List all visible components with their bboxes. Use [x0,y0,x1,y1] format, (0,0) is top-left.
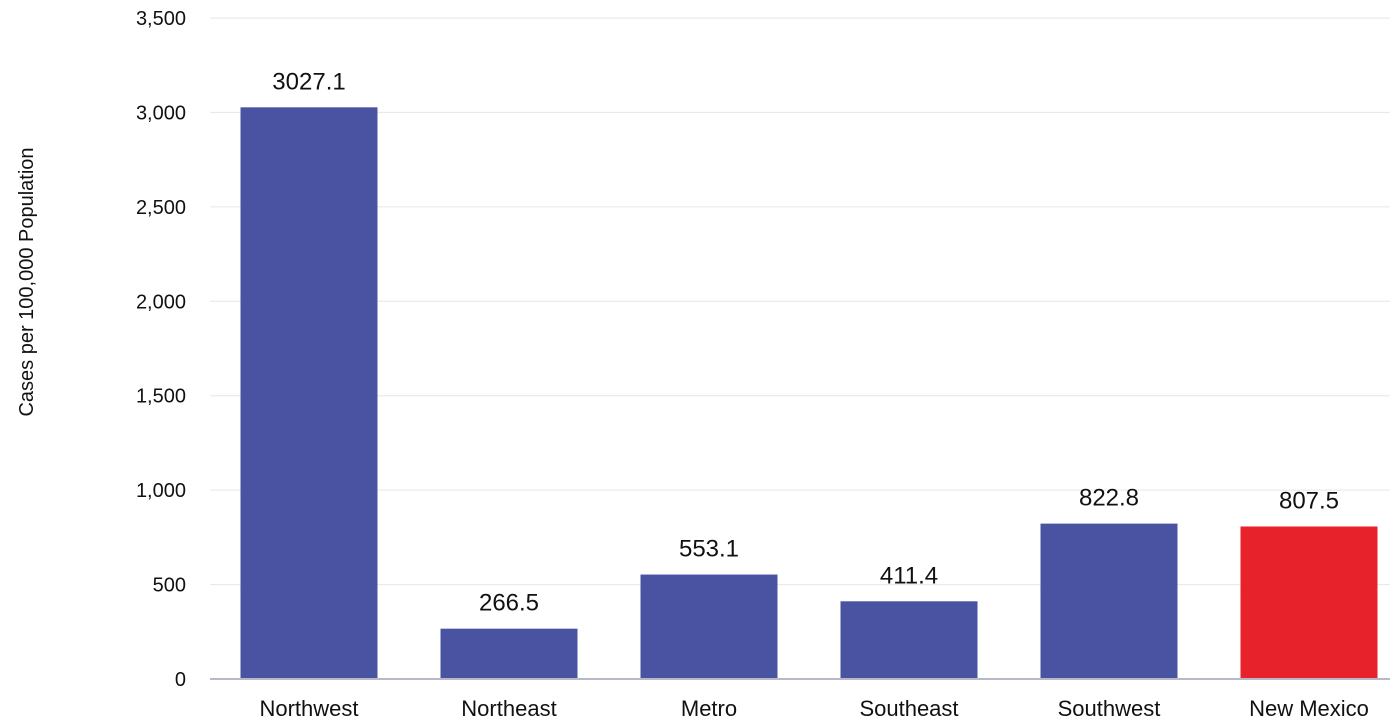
data-label: 553.1 [679,536,739,563]
y-tick-label: 2,500 [136,197,186,219]
y-tick-label: 3,000 [136,102,186,124]
data-label: 822.8 [1079,485,1139,512]
bar-metro [640,574,778,679]
y-axis-ticks: 0 500 1,000 1,500 2,000 2,500 3,000 3,500 [136,8,186,691]
y-tick-label: 3,500 [136,8,186,30]
bar-new-mexico [1240,526,1378,679]
y-axis-title: Cases per 100,000 Population [16,147,38,416]
x-category-label: New Mexico [1249,696,1369,721]
y-tick-label: 1,000 [136,480,186,502]
x-axis-categories: Northwest Northeast Metro Southeast Southwes… [259,696,1368,721]
y-tick-label: 0 [175,669,186,691]
x-category-label: Southwest [1058,696,1161,721]
x-category-label: Northeast [461,696,556,721]
bar-northeast [440,628,578,679]
data-label: 3027.1 [272,68,345,95]
x-category-label: Southeast [859,696,958,721]
y-tick-label: 1,500 [136,386,186,408]
y-tick-label: 2,000 [136,291,186,313]
bar-southeast [840,601,978,679]
data-labels: 3027.1 266.5 553.1 411.4 822.8 807.5 [272,68,1339,616]
data-label: 807.5 [1279,487,1339,514]
bars [240,107,1378,679]
bar-southwest [1040,523,1178,679]
y-tick-label: 500 [153,575,186,597]
data-label: 411.4 [880,562,938,589]
bar-northwest [240,107,378,679]
x-category-label: Metro [681,696,737,721]
x-category-label: Northwest [259,696,358,721]
data-label: 266.5 [479,590,539,617]
gridlines [210,17,1390,586]
